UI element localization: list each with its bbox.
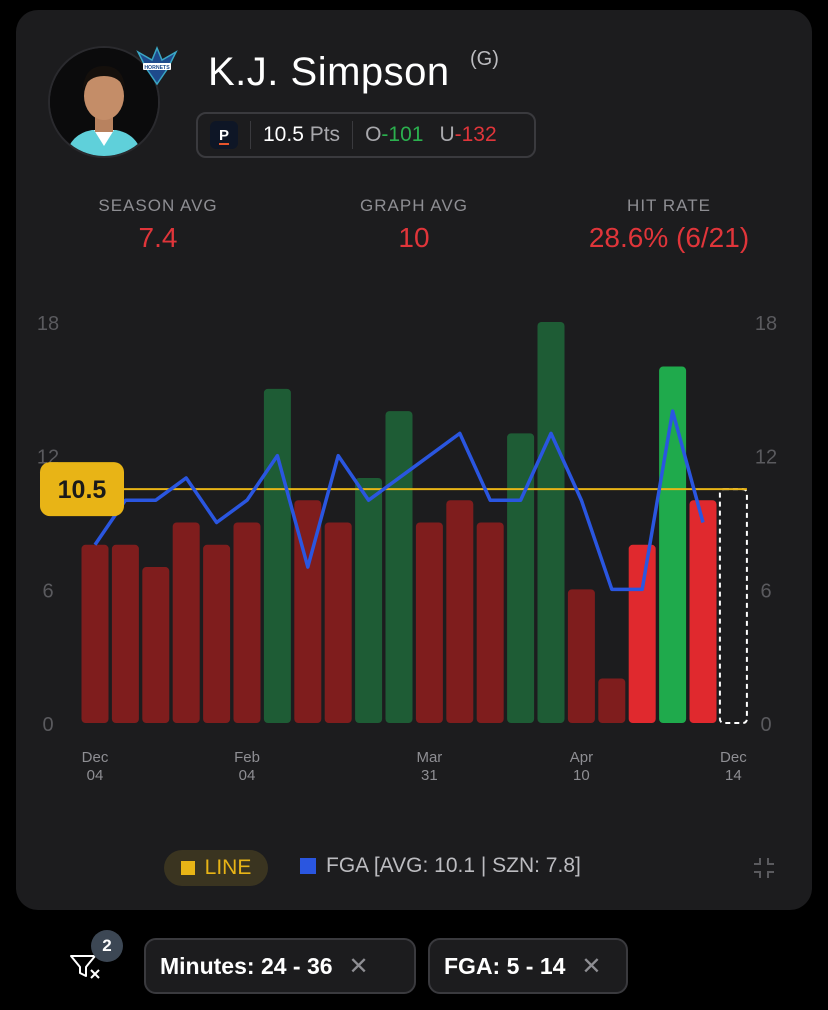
x-tick-month: Mar <box>416 749 442 766</box>
y-tick-label-right: 6 <box>760 580 771 602</box>
bar-game-11[interactable] <box>385 411 413 723</box>
x-tick-month: Dec <box>82 749 109 766</box>
bar-game-5[interactable] <box>203 544 231 723</box>
bar-game-1[interactable] <box>81 544 109 723</box>
team-logo-icon: HORNETS <box>134 46 180 86</box>
upcoming-game-bar[interactable] <box>718 488 748 725</box>
prop-line-value: 10.5 Pts <box>263 123 340 147</box>
line-number: 10.5 <box>263 123 304 146</box>
sportsbook-icon: P <box>210 121 238 149</box>
remove-filter-icon[interactable]: ✕ <box>581 952 602 980</box>
bar-game-14[interactable] <box>476 522 504 724</box>
legend-fga-toggle[interactable]: FGA [AVG: 10.1 | SZN: 7.8] <box>300 854 581 878</box>
bar-game-10[interactable] <box>355 477 383 723</box>
bar-game-15[interactable] <box>507 433 535 723</box>
legend-line-toggle[interactable]: LINE <box>164 850 268 886</box>
line-stat: Pts <box>309 123 341 146</box>
x-tick-day: 04 <box>239 767 256 784</box>
player-avatar <box>48 46 160 158</box>
y-tick-label-right: 18 <box>755 313 777 335</box>
y-tick-label-left: 18 <box>37 313 59 335</box>
x-tick-day: 04 <box>87 767 104 784</box>
collapse-icon[interactable] <box>752 856 776 880</box>
filter-chip-fga[interactable]: FGA: 5 - 14 ✕ <box>428 938 628 994</box>
x-tick-month: Feb <box>234 749 260 766</box>
bar-game-18[interactable] <box>598 678 626 723</box>
line-swatch <box>180 861 195 875</box>
bar-game-8[interactable] <box>294 500 322 723</box>
filter-chip-minutes[interactable]: Minutes: 24 - 36 ✕ <box>144 938 416 994</box>
fga-line <box>93 409 705 592</box>
bar-game-21[interactable] <box>689 500 717 723</box>
over-odds[interactable]: O-101 <box>365 123 424 146</box>
bar-game-3[interactable] <box>142 567 170 723</box>
graph-avg-stat: GRAPH AVG 10 <box>360 196 468 253</box>
bar-game-6[interactable] <box>233 522 261 724</box>
bar-game-13[interactable] <box>446 500 474 723</box>
y-tick-label-left: 6 <box>42 580 53 602</box>
bar-game-7[interactable] <box>263 388 291 723</box>
under-odds[interactable]: U-132 <box>439 123 497 146</box>
divider <box>250 121 251 149</box>
bar-game-19[interactable] <box>628 544 656 723</box>
x-tick-month: Dec <box>720 749 747 766</box>
bar-game-9[interactable] <box>324 522 352 724</box>
line-value-label: 10.5 <box>58 476 107 504</box>
prop-line-pill[interactable]: P 10.5 Pts O-101 U-132 <box>196 112 536 158</box>
bar-game-17[interactable] <box>567 589 595 723</box>
y-tick-label-left: 0 <box>42 714 53 736</box>
x-tick-day: 14 <box>725 767 742 784</box>
player-position: (G) <box>470 48 499 70</box>
bar-game-2[interactable] <box>111 544 139 723</box>
bar-game-4[interactable] <box>172 522 200 724</box>
filter-count-badge: 2 <box>91 930 123 962</box>
x-tick-day: 10 <box>573 767 590 784</box>
player-name: K.J. Simpson <box>208 50 450 94</box>
x-tick-day: 31 <box>421 767 438 784</box>
bar-game-12[interactable] <box>415 522 443 724</box>
line-value-badge <box>40 462 124 517</box>
remove-filter-icon[interactable]: ✕ <box>348 952 369 980</box>
y-tick-label-right: 12 <box>755 447 777 469</box>
svg-text:HORNETS: HORNETS <box>144 65 170 71</box>
season-avg-stat: SEASON AVG 7.4 <box>98 196 218 253</box>
x-tick-month: Apr <box>570 749 593 766</box>
divider <box>352 121 354 149</box>
bar-game-16[interactable] <box>537 322 565 723</box>
y-tick-label-right: 0 <box>760 714 771 736</box>
hit-rate-stat: HIT RATE 28.6% (6/21) <box>588 196 750 253</box>
fga-swatch <box>300 858 316 874</box>
